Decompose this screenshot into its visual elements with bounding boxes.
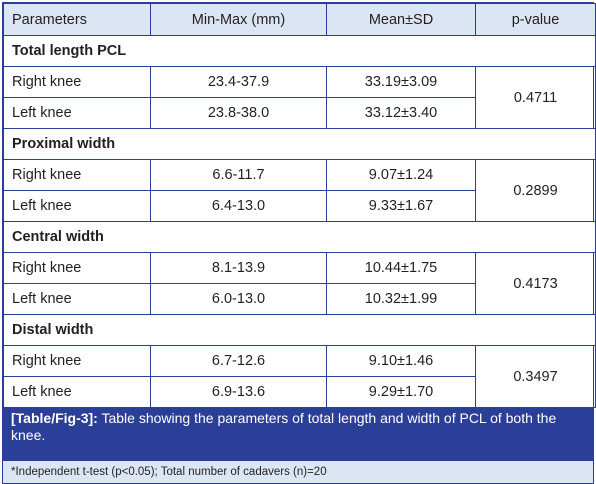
section-row: Central width	[3, 221, 596, 253]
data-table: Parameters Min-Max (mm) Mean±SD p-value …	[3, 3, 596, 408]
footnote: *Independent t-test (p<0.05); Total numb…	[3, 461, 593, 483]
row-label: Right knee	[3, 252, 151, 284]
row-label: Right knee	[3, 66, 151, 98]
mean-sd-cell: 33.19±3.09	[326, 66, 476, 98]
p-value-cell: 0.4173	[475, 252, 596, 315]
p-value-cell: 0.2899	[475, 159, 596, 222]
mean-sd-cell: 10.32±1.99	[326, 283, 476, 315]
row-label: Right knee	[3, 345, 151, 377]
mean-sd-cell: 33.12±3.40	[326, 97, 476, 129]
min-max-cell: 6.6-11.7	[150, 159, 327, 191]
min-max-cell: 6.7-12.6	[150, 345, 327, 377]
min-max-cell: 8.1-13.9	[150, 252, 327, 284]
min-max-cell: 6.9-13.6	[150, 376, 327, 408]
table-row: Right knee 6.7-12.6 9.10±1.46 0.3497	[3, 345, 596, 408]
row-label: Left knee	[3, 97, 151, 129]
caption-text: Table showing the parameters of total le…	[11, 410, 557, 443]
caption-tag: [Table/Fig-3]:	[11, 410, 98, 426]
section-title: Central width	[3, 221, 596, 253]
row-label: Left knee	[3, 376, 151, 408]
section-row: Distal width	[3, 314, 596, 346]
table-row: Left knee 6.0-13.0 10.32±1.99	[3, 283, 596, 315]
table-row: Right knee 8.1-13.9 10.44±1.75 0.4173	[3, 252, 596, 315]
min-max-cell: 6.0-13.0	[150, 283, 327, 315]
header-parameters: Parameters	[3, 3, 151, 36]
mean-sd-cell: 9.33±1.67	[326, 190, 476, 222]
min-max-cell: 23.8-38.0	[150, 97, 327, 129]
mean-sd-cell: 9.10±1.46	[326, 345, 476, 377]
mean-sd-cell: 9.07±1.24	[326, 159, 476, 191]
table-row: Left knee 6.9-13.6 9.29±1.70	[3, 376, 596, 408]
section-title: Distal width	[3, 314, 596, 346]
p-value-cell: 0.3497	[475, 345, 596, 408]
header-min-max: Min-Max (mm)	[150, 3, 327, 36]
table-row: Right knee 6.6-11.7 9.07±1.24 0.2899	[3, 159, 596, 222]
p-value-cell: 0.4711	[475, 66, 596, 129]
figure-caption: [Table/Fig-3]: Table showing the paramet…	[3, 408, 593, 461]
row-label: Right knee	[3, 159, 151, 191]
min-max-cell: 6.4-13.0	[150, 190, 327, 222]
row-label: Left knee	[3, 283, 151, 315]
header-mean-sd: Mean±SD	[326, 3, 476, 36]
section-title: Total length PCL	[3, 35, 596, 67]
table-row: Right knee 23.4-37.9 33.19±3.09 0.4711	[3, 66, 596, 129]
section-row: Proximal width	[3, 128, 596, 160]
min-max-cell: 23.4-37.9	[150, 66, 327, 98]
header-p-value: p-value	[475, 3, 596, 36]
table-row: Left knee 6.4-13.0 9.33±1.67	[3, 190, 596, 222]
section-title: Proximal width	[3, 128, 596, 160]
table-row: Left knee 23.8-38.0 33.12±3.40	[3, 97, 596, 129]
mean-sd-cell: 10.44±1.75	[326, 252, 476, 284]
row-label: Left knee	[3, 190, 151, 222]
section-row: Total length PCL	[3, 35, 596, 67]
header-row: Parameters Min-Max (mm) Mean±SD p-value	[3, 3, 596, 36]
mean-sd-cell: 9.29±1.70	[326, 376, 476, 408]
